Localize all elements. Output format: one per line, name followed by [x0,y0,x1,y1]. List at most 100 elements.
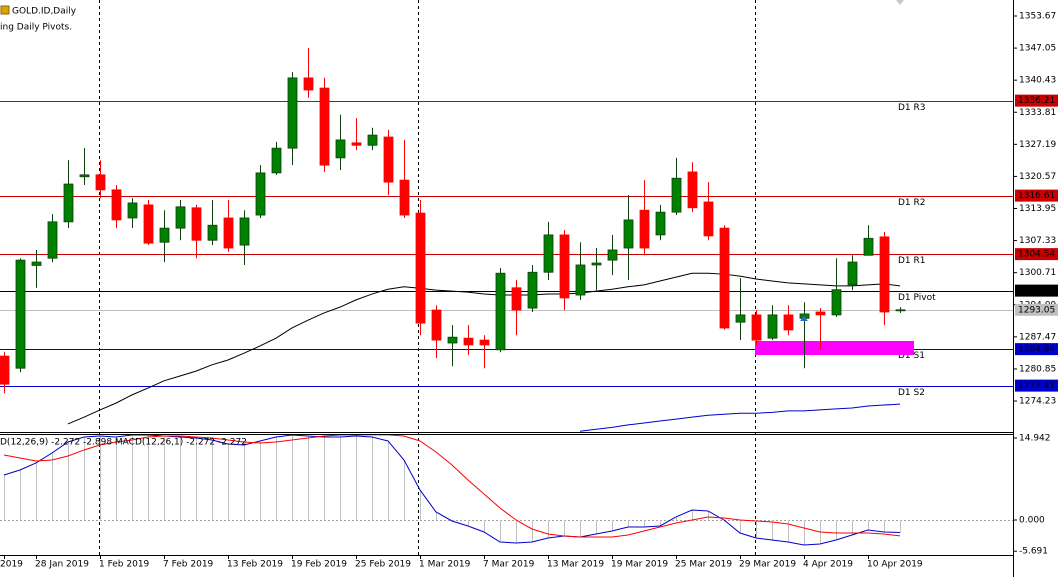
pivot-price-label: 1336.21 [1018,96,1055,106]
pivot-price-label: 1277.41 [1018,381,1055,391]
indicator-title: D(12,26,9) -2.272 -2.898 MACD(12,26,1) -… [0,438,247,448]
candle-body [271,147,282,174]
x-tick-label: 25 Feb 2019 [355,560,411,570]
x-tick-label: 28 Jan 2019 [35,560,89,570]
candle-body [815,311,826,316]
pivot-label: D1 R2 [898,198,926,208]
candle-body [831,289,842,316]
pivot-label: D1 S2 [898,388,925,398]
pivot-price-box [1015,284,1058,297]
candle-body [335,139,346,159]
y-tick-label: 0.000 [1019,515,1045,525]
candle-body [319,87,330,166]
candle-body [527,271,538,309]
indicator-line [3,434,901,538]
candle-body [431,309,442,341]
candle-body [287,77,298,149]
macd-panel [0,434,1013,546]
candle-body [415,212,426,324]
candle-body [463,337,474,346]
candle-body [735,314,746,323]
current-price-box [1015,303,1058,316]
candle-body [111,189,122,221]
indicator-line [579,403,901,432]
candle-body [143,204,154,244]
pivot-label: D1 R1 [898,256,926,266]
candle-body [47,221,58,259]
candle-body [383,136,394,183]
candle-body [495,272,506,351]
pivot-label: D1 S1 [898,351,925,361]
x-tick-label: 13 Feb 2019 [227,560,283,570]
pivot-price-box [1015,343,1058,356]
y-tick-label: 14.942 [1019,433,1051,443]
x-tick-label: 4 Apr 2019 [803,560,853,570]
x-tick-label: 7 Feb 2019 [163,560,214,570]
candle-body [95,174,106,191]
candle-body [559,234,570,299]
x-tick-label: 2019 [0,560,23,570]
x-tick-label: 10 Apr 2019 [867,560,923,570]
axes: 1353.67 1347.05 1340.43 1333.81 1327.19 1320.… [0,11,1058,570]
pivot-price-box [1015,189,1058,202]
y-tick-label: 1280.85 [1019,364,1056,374]
candle-body [79,174,90,178]
candle-body [63,183,74,223]
candle-body [303,77,314,91]
candle-body [591,262,602,266]
pivot-price-label: 1297.01 [1018,286,1055,296]
arrow-object [800,316,808,321]
candle-body [15,259,26,369]
x-tick-label: 19 Mar 2019 [611,560,668,570]
candle-body [255,172,266,216]
y-tick-label: 1287.47 [1019,332,1056,342]
pivot-label: D1 R3 [898,103,926,113]
candle-body [687,171,698,209]
x-tick-label: 13 Mar 2019 [547,560,604,570]
y-tick-label: 1333.81 [1019,108,1056,118]
candle-body [719,227,730,329]
zone-highlight [755,341,914,355]
y-tick-label: 1340.43 [1019,76,1056,86]
y-tick-label: 1320.57 [1019,172,1056,182]
candle-body [175,206,186,229]
y-tick-label: 1353.67 [1019,11,1056,21]
candle-body [399,179,410,216]
candle-body [671,177,682,213]
candle-body [879,236,890,313]
candle-body [31,261,42,266]
candle-body [447,336,458,344]
candle-body [895,309,906,312]
pivot-price-box [1015,248,1058,261]
candle-body [0,355,10,385]
candle-body [207,224,218,241]
candle-body [479,339,490,346]
y-tick-label: 1347.05 [1019,44,1056,54]
x-tick-label: 7 Mar 2019 [483,560,535,570]
candle-body [607,249,618,261]
indicator-line [67,272,901,425]
candle-body [159,227,170,243]
chart-subtitle: ing Daily Pivots. [0,23,72,33]
pivot-label: D1 Pivot [898,293,936,303]
candle-body [223,217,234,249]
x-tick-label: 25 Mar 2019 [675,560,732,570]
candle-body [847,261,858,286]
candle-body [703,201,714,237]
candle-body [623,219,634,249]
candle-body [639,209,650,249]
y-tick-label: 1300.71 [1019,268,1056,278]
candle-body [655,211,666,236]
candle-body [351,142,362,146]
main-panel: D1 R3 D1 R2 D1 R1 D1 Pivot D1 S1 D1 S2 [0,47,1013,432]
symbol-icon [0,5,10,15]
candle-body [367,134,378,146]
candle-body [783,314,794,331]
y-tick-label: 1313.95 [1019,204,1056,214]
pivot-price-box [1015,379,1058,392]
candle-body [239,217,250,246]
pivot-price-box [1015,94,1058,107]
candle-body [575,264,586,296]
